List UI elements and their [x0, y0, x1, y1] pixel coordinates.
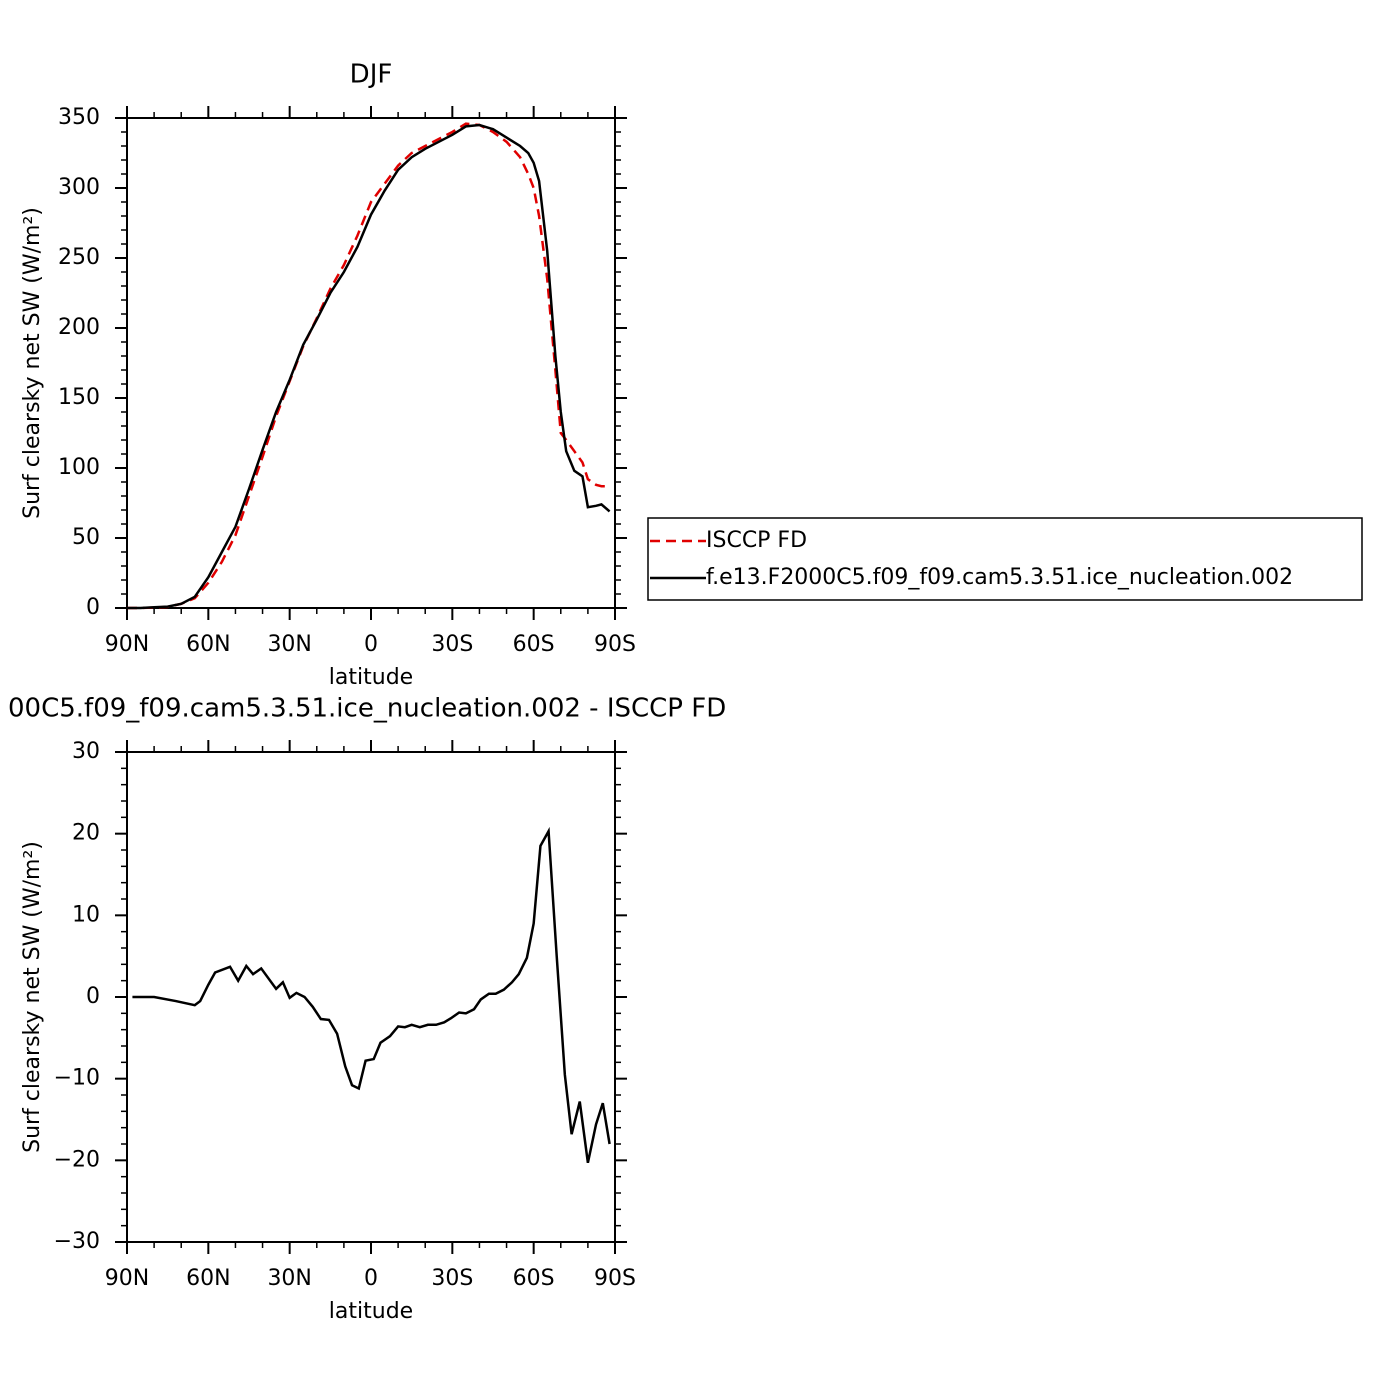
y-tick-label: −20 [54, 1147, 100, 1172]
legend-box [647, 517, 1363, 601]
plot-frame [126, 751, 616, 1243]
y-tick-label: 200 [58, 315, 100, 340]
chart-title: DJF [350, 60, 393, 90]
y-tick-label: 10 [72, 902, 100, 927]
x-tick-label: 90S [594, 632, 636, 657]
y-axis-label: Surf clearsky net SW (W/m²) [20, 207, 45, 519]
x-tick-label: 90N [105, 1266, 149, 1291]
y-tick-label: 20 [72, 821, 100, 846]
y-tick-label: 50 [72, 525, 100, 550]
x-tick-label: 60N [186, 632, 230, 657]
x-axis-label: latitude [329, 665, 413, 690]
data-line [127, 123, 611, 610]
x-tick-label: 90S [594, 1266, 636, 1291]
legend-label: f.e13.F2000C5.f09_f09.cam5.3.51.ice_nucl… [706, 565, 1293, 590]
y-axis-label: Surf clearsky net SW (W/m²) [20, 841, 45, 1153]
y-tick-label: 0 [86, 595, 100, 620]
x-tick-label: 30S [431, 632, 473, 657]
y-tick-label: 0 [86, 984, 100, 1009]
x-tick-label: 30N [267, 1266, 311, 1291]
data-line [132, 826, 611, 1164]
y-tick-label: −10 [54, 1066, 100, 1091]
x-tick-label: 60N [186, 1266, 230, 1291]
x-tick-label: 90N [105, 632, 149, 657]
y-tick-label: 100 [58, 455, 100, 480]
y-tick-label: 350 [58, 105, 100, 130]
chart-title: 00C5.f09_f09.cam5.3.51.ice_nucleation.00… [8, 694, 726, 724]
x-tick-label: 0 [364, 632, 378, 657]
y-tick-label: −30 [54, 1229, 100, 1254]
x-tick-label: 60S [513, 632, 555, 657]
y-tick-label: 150 [58, 385, 100, 410]
y-tick-label: 30 [72, 739, 100, 764]
x-tick-label: 30S [431, 1266, 473, 1291]
plot-frame [126, 117, 616, 609]
x-tick-label: 60S [513, 1266, 555, 1291]
x-axis-label: latitude [329, 1299, 413, 1324]
x-tick-label: 0 [364, 1266, 378, 1291]
data-line [127, 122, 610, 610]
y-tick-label: 300 [58, 175, 100, 200]
legend-label: ISCCP FD [706, 528, 807, 553]
y-tick-label: 250 [58, 245, 100, 270]
x-tick-label: 30N [267, 632, 311, 657]
